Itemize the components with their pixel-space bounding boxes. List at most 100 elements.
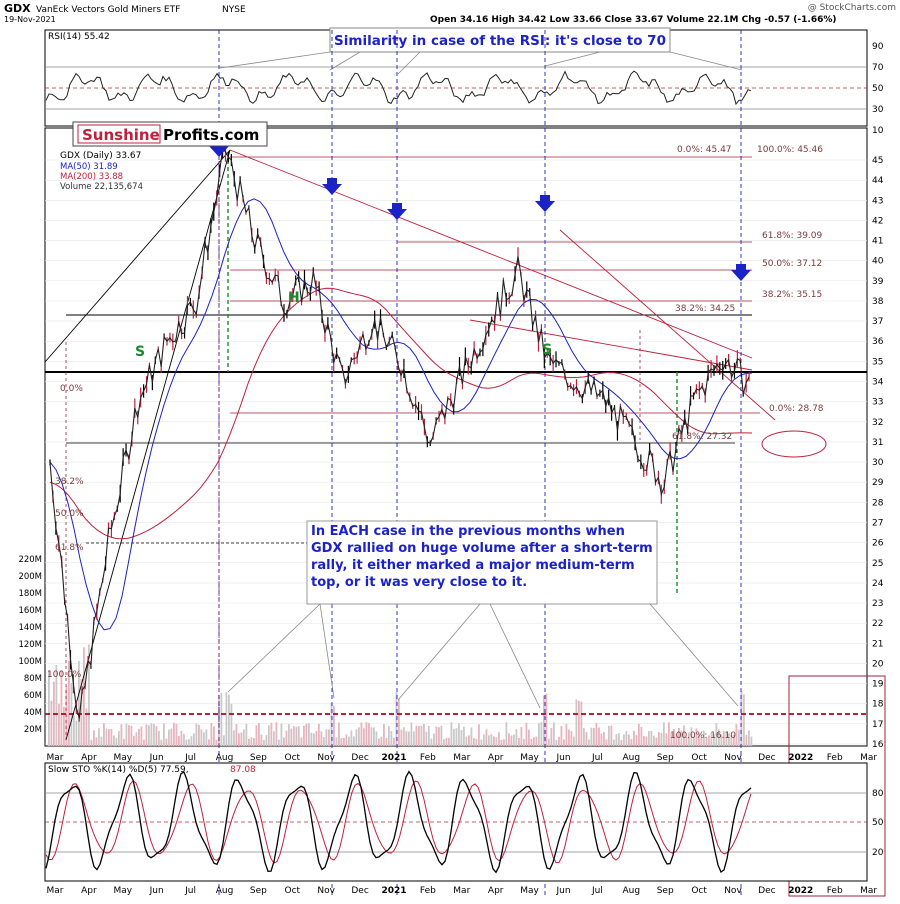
volume-bar [550,728,553,746]
ticker: GDX [4,2,31,15]
volume-bar [578,700,580,746]
x-tick-label: Nov [317,886,335,896]
volume-bar [260,734,263,746]
volume-bar [585,732,588,746]
volume-bar [243,729,245,746]
volume-bar [670,733,673,746]
volume-bar [440,725,443,746]
volume-bar [400,729,403,746]
x-tick-label: Feb [827,886,843,896]
volume-bar [573,736,575,746]
neckline [469,319,753,371]
volume-bar [120,724,123,746]
volume-bar [470,727,473,746]
logo-sunshine: Sunshine [82,126,160,144]
volume-bar [648,731,650,746]
price-tick: 36 [872,337,884,347]
x-tick-label: Mar [453,753,470,763]
volume-bar [533,737,535,746]
volume-bar [620,739,623,746]
volume-bar [175,723,178,746]
volume-bar [413,731,415,746]
volume-bar [540,722,543,746]
volume-bar [168,729,170,746]
volume-bar [165,738,168,746]
volume-bar [210,723,213,746]
price-tick: 34 [872,378,884,388]
volume-bar [73,715,75,746]
x-tick-label: Sep [250,753,267,763]
volume-bar [350,730,353,746]
left-fib-50: 50.0% [55,509,84,519]
volume-tick: 60M [24,691,42,701]
volume-bar [475,738,478,746]
volume-bar [410,722,413,746]
logo-profits: Profits.com [163,126,259,144]
volume-bar [415,725,418,746]
volume-bar [343,737,345,746]
volume-bar [310,732,313,746]
volume-bar [468,735,470,746]
volume-bar [700,737,703,746]
volume-bar [60,670,63,746]
volume-bar [563,739,565,746]
volume-bar [298,726,300,746]
volume-bar [155,726,158,746]
volume-bar [733,734,735,746]
volume-bar [403,727,405,746]
volume-bar [328,729,330,746]
volume-bar [93,730,95,746]
volume-bar [570,731,573,746]
x-tick-label: Sep [657,753,674,763]
volume-bar [600,733,603,746]
watermark: @ StockCharts.com [808,3,896,13]
volume-bar [255,725,258,746]
volume-bar [728,733,730,746]
volume-bar [680,730,683,746]
volume-bar [225,692,228,746]
volume-bar [738,729,740,746]
volume-bar [163,723,165,746]
x-tick-label: Dec [758,886,775,896]
x-tick-label: May [113,886,132,896]
sto-tick: 80 [872,789,884,799]
grid-lines [45,159,867,745]
volume-bar [660,732,663,746]
volume-bar [268,725,270,746]
uptrend-line-top [44,149,231,363]
volume-bar [735,724,738,746]
volume-bar [368,722,370,746]
volume-bar [250,737,253,746]
volume-bar [643,735,645,746]
volume-bar [55,665,58,746]
price-tick: 20 [872,659,884,669]
x-tick-label: Nov [724,753,742,763]
volume-tick: 200M [18,572,42,582]
volume-bar [608,725,610,746]
volume-bar [603,732,605,746]
pattern-head: H [288,290,300,306]
volume-bar [150,723,153,746]
volume-bar [205,729,208,746]
volume-bar [83,647,85,746]
volume-bar [295,726,298,746]
volume-bar [118,731,120,746]
x-tick-label: Jul [591,886,603,896]
fib-label-0: 0.0%: 45.47 [677,145,732,155]
volume-bar [668,722,670,746]
arrow-nov-2021 [731,264,751,281]
volume-bar [128,725,130,746]
x-tick-label: Feb [827,753,843,763]
sto-tick-labels: 80 50 20 [872,789,884,858]
volume-bar [653,735,655,746]
fib-label-382b: 38.2%: 34.25 [675,304,735,314]
x-tick-label: Dec [351,753,368,763]
volume-bar [303,725,305,746]
volume-bar [425,731,428,746]
x-tick-label: Oct [285,753,301,763]
volume-bar [698,733,700,746]
volume-bar [358,727,360,746]
volume-bar [450,722,453,746]
volume-bar [318,723,320,746]
